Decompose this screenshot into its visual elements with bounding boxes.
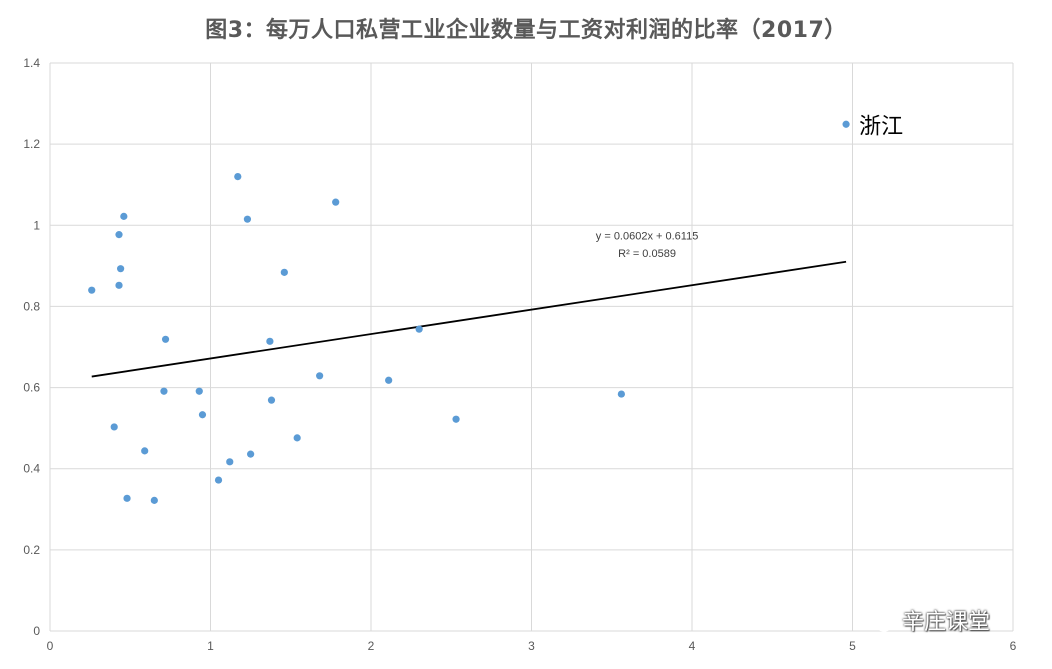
y-tick-label: 0.2	[23, 543, 40, 557]
data-point	[332, 198, 340, 206]
wechat-icon	[862, 606, 896, 634]
trendline-equation: y = 0.0602x + 0.6115	[596, 230, 699, 242]
y-tick-label: 1.4	[23, 56, 40, 70]
annotations: 浙江	[859, 114, 903, 139]
trendline	[91, 260, 847, 378]
data-point	[385, 376, 393, 384]
watermark-text: 辛庄课堂	[902, 610, 991, 635]
x-tick-label: 5	[849, 639, 856, 653]
data-point	[161, 335, 170, 343]
data-point	[88, 286, 96, 294]
x-tick-label: 0	[47, 639, 54, 653]
data-point	[293, 434, 301, 442]
data-points	[88, 120, 850, 504]
y-tick-label: 0.4	[23, 462, 40, 476]
x-tick-label: 6	[1010, 639, 1017, 653]
data-point	[617, 390, 625, 398]
data-point	[120, 212, 128, 220]
data-point	[226, 458, 234, 466]
data-point	[280, 268, 288, 276]
data-point	[415, 325, 423, 333]
data-point	[214, 476, 223, 484]
watermark: 辛庄课堂	[862, 604, 990, 636]
data-point	[115, 281, 123, 289]
y-tick-label: 0	[33, 624, 40, 638]
grid-lines	[49, 62, 1014, 632]
data-point	[452, 415, 460, 423]
data-point	[267, 396, 276, 404]
data-point	[123, 494, 131, 502]
data-point	[160, 387, 168, 395]
data-point	[141, 447, 149, 455]
x-tick-label: 3	[528, 639, 535, 653]
data-point	[110, 423, 118, 431]
data-point	[247, 450, 255, 458]
chart-title: 图3：每万人口私营工业企业数量与工资对利润的比率（2017）	[205, 18, 847, 43]
data-point	[842, 120, 850, 128]
data-point	[150, 496, 158, 504]
data-point	[234, 173, 242, 181]
y-tick-label: 1	[33, 218, 40, 232]
y-tick-label: 0.8	[23, 299, 40, 313]
trendline-group: y = 0.0602x + 0.6115 R² = 0.0589	[91, 230, 847, 378]
axis-tick-labels: 0 0.2 0.4 0.6 0.8 1 1.2 1.4 0 1 2 3 4 5 6	[23, 56, 1016, 653]
data-point	[198, 411, 207, 419]
x-tick-label: 4	[689, 639, 696, 653]
data-point	[266, 337, 274, 345]
data-point	[117, 265, 125, 273]
data-point	[195, 387, 203, 395]
y-tick-label: 0.6	[23, 381, 40, 395]
data-point	[115, 231, 123, 239]
data-point	[243, 215, 252, 223]
highlight-point-label: 浙江	[859, 114, 903, 139]
data-point	[316, 372, 324, 380]
trendline-r-squared: R² = 0.0589	[618, 248, 676, 260]
x-tick-label: 2	[368, 639, 375, 653]
x-tick-label: 1	[207, 639, 214, 653]
y-tick-label: 1.2	[23, 137, 40, 151]
